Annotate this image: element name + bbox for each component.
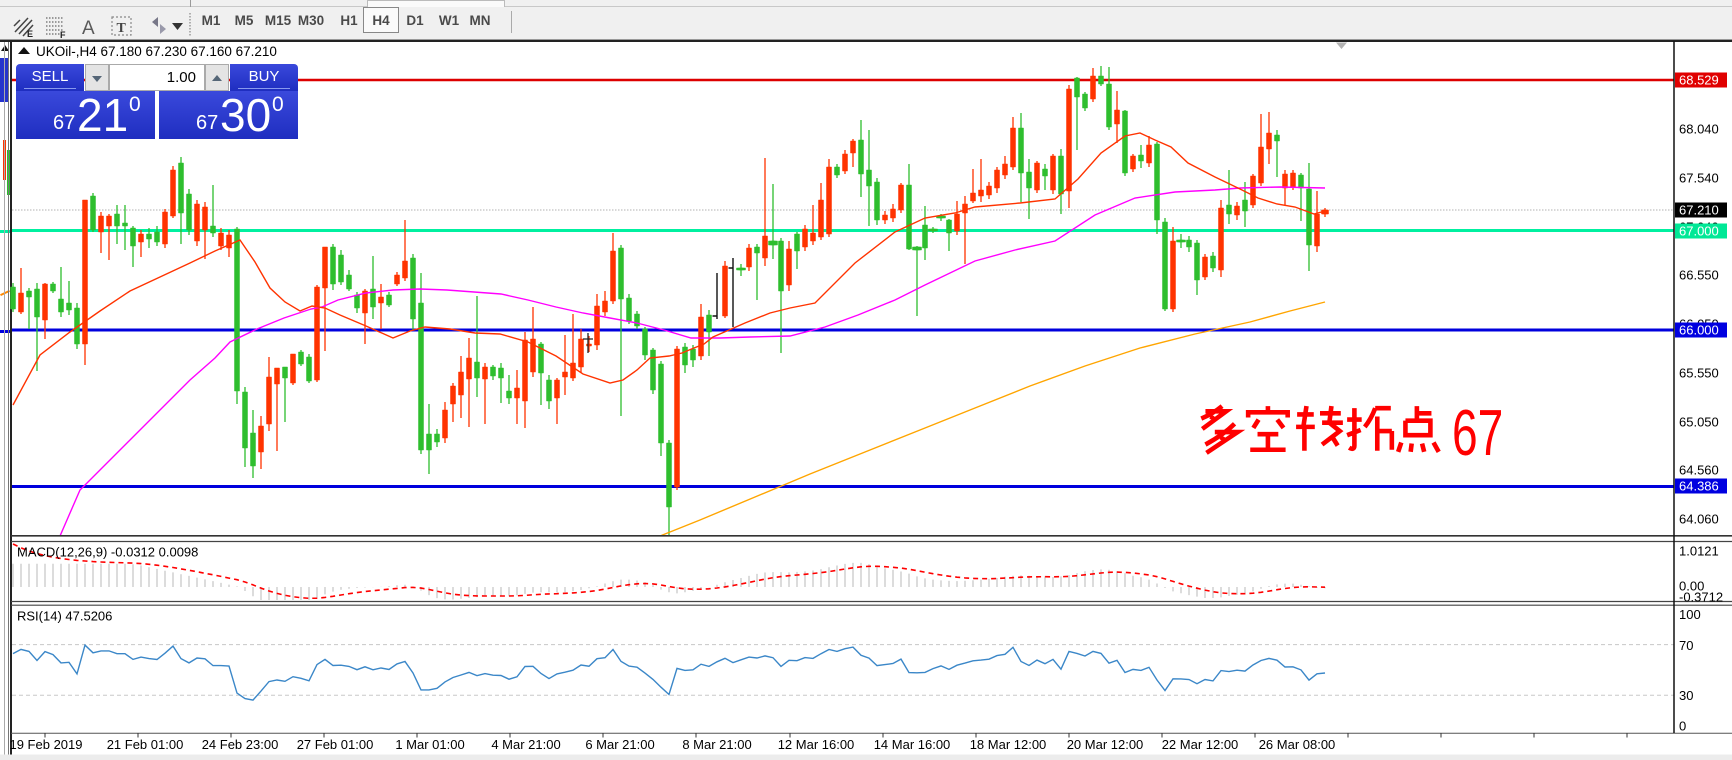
- svg-text:64.386: 64.386: [1679, 479, 1719, 494]
- svg-text:12 Mar 16:00: 12 Mar 16:00: [778, 737, 855, 752]
- svg-text:66.000: 66.000: [1679, 323, 1719, 338]
- svg-text:27 Feb 01:00: 27 Feb 01:00: [297, 737, 374, 752]
- svg-text:100: 100: [1679, 607, 1701, 622]
- svg-text:MACD(12,26,9) -0.0312 0.0098: MACD(12,26,9) -0.0312 0.0098: [17, 545, 198, 560]
- svg-text:0.00: 0.00: [1679, 579, 1704, 594]
- svg-text:70: 70: [1679, 638, 1693, 653]
- svg-text:65.050: 65.050: [1679, 415, 1719, 430]
- svg-text:19 Feb 2019: 19 Feb 2019: [9, 737, 82, 752]
- svg-text:24 Feb 23:00: 24 Feb 23:00: [202, 737, 279, 752]
- svg-text:1.0121: 1.0121: [1679, 544, 1719, 559]
- svg-text:30: 30: [1679, 688, 1693, 703]
- svg-text:F: F: [60, 30, 66, 40]
- svg-text:20 Mar 12:00: 20 Mar 12:00: [1067, 737, 1144, 752]
- svg-text:67.210: 67.210: [1679, 203, 1719, 218]
- svg-text:22 Mar 12:00: 22 Mar 12:00: [1162, 737, 1239, 752]
- svg-text:8 Mar 21:00: 8 Mar 21:00: [682, 737, 751, 752]
- svg-text:E: E: [27, 29, 33, 39]
- svg-text:26 Mar 08:00: 26 Mar 08:00: [1259, 737, 1336, 752]
- svg-text:64.560: 64.560: [1679, 463, 1719, 478]
- svg-text:67.540: 67.540: [1679, 171, 1719, 186]
- svg-text:67.000: 67.000: [1679, 224, 1719, 239]
- svg-text:18 Mar 12:00: 18 Mar 12:00: [970, 737, 1047, 752]
- svg-text:RSI(14) 47.5206: RSI(14) 47.5206: [17, 609, 112, 624]
- svg-text:1 Mar 01:00: 1 Mar 01:00: [395, 737, 464, 752]
- svg-text:0: 0: [1679, 719, 1686, 734]
- svg-text:65.550: 65.550: [1679, 366, 1719, 381]
- svg-text:64.060: 64.060: [1679, 512, 1719, 527]
- svg-text:14 Mar 16:00: 14 Mar 16:00: [874, 737, 951, 752]
- svg-text:UKOil-,H4 67.180 67.230 67.16: UKOil-,H4 67.180 67.230 67.160 67.210: [36, 44, 277, 59]
- svg-text:68.529: 68.529: [1679, 73, 1719, 88]
- svg-text:21 Feb 01:00: 21 Feb 01:00: [107, 737, 184, 752]
- svg-text:T: T: [117, 21, 127, 36]
- svg-text:6 Mar 21:00: 6 Mar 21:00: [585, 737, 654, 752]
- svg-text:4 Mar 21:00: 4 Mar 21:00: [491, 737, 560, 752]
- svg-text:A: A: [82, 18, 95, 39]
- svg-text:-0.3712: -0.3712: [1679, 590, 1723, 605]
- svg-text:67: 67: [1452, 396, 1503, 469]
- svg-text:68.040: 68.040: [1679, 122, 1719, 137]
- svg-text:66.550: 66.550: [1679, 268, 1719, 283]
